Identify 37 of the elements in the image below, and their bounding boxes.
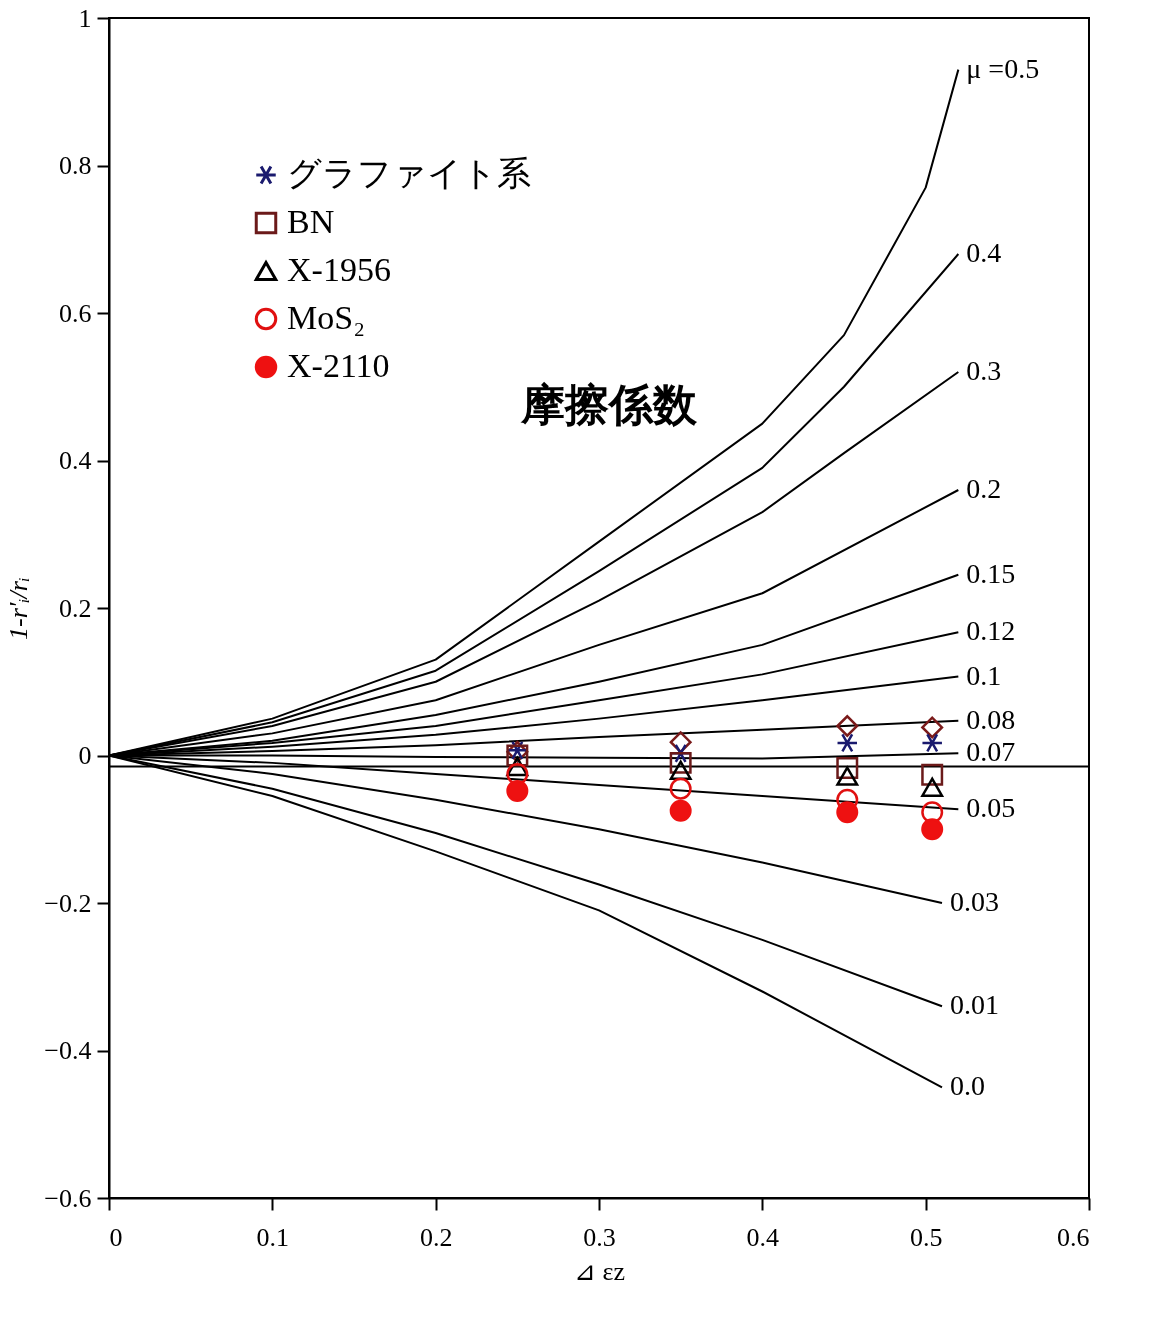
y-tick-label: 0.6 xyxy=(59,298,92,328)
series-label: 0.1 xyxy=(966,659,1002,691)
legend-label: X-2110 xyxy=(287,347,390,384)
series-label: 0.05 xyxy=(966,792,1016,824)
y-tick-label: −0.4 xyxy=(44,1036,92,1065)
x-tick-label: 0.4 xyxy=(746,1222,780,1252)
x-axis-title: ⊿ εz xyxy=(574,1256,625,1286)
series-label: 0.07 xyxy=(966,736,1016,768)
x-tick-label: 0.3 xyxy=(583,1222,616,1252)
legend-label: MoS₂ xyxy=(287,299,365,336)
series-label: 0.3 xyxy=(966,355,1002,386)
series-label: 0.4 xyxy=(966,237,1002,268)
y-tick-label: 0.8 xyxy=(59,151,92,180)
x-tick-label: 0.5 xyxy=(909,1222,943,1252)
y-axis-title: 1-r'ᵢ/rᵢ xyxy=(4,577,34,640)
y-tick-label: −0.6 xyxy=(44,1183,92,1213)
y-tick-label: 1 xyxy=(78,3,92,33)
series-label: μ =0.5 xyxy=(966,52,1040,84)
series-label: 0.12 xyxy=(966,615,1016,647)
annotation: 摩擦係数 xyxy=(519,379,698,431)
y-tick-label: −0.2 xyxy=(44,888,92,918)
series-label: 0.0 xyxy=(950,1070,985,1102)
series-label: 0.2 xyxy=(966,473,1002,504)
x-tick-label: 0.1 xyxy=(256,1222,290,1252)
y-tick-label: 0.2 xyxy=(59,593,92,623)
series-label: 0.01 xyxy=(950,989,999,1021)
series-label: 0.15 xyxy=(966,557,1016,589)
legend-label: X-1956 xyxy=(287,251,391,288)
x-tick-label: 0.2 xyxy=(419,1222,453,1252)
series-label: 0.03 xyxy=(950,886,999,917)
x-tick-label: 0 xyxy=(109,1222,123,1252)
series-label: 0.08 xyxy=(966,703,1016,735)
legend-label: グラファイト系 xyxy=(287,155,531,192)
y-tick-label: 0.4 xyxy=(59,446,92,475)
legend-label: BN xyxy=(287,203,335,240)
y-tick-label: 0 xyxy=(78,741,92,770)
x-tick-label: 0.6 xyxy=(1057,1222,1090,1252)
